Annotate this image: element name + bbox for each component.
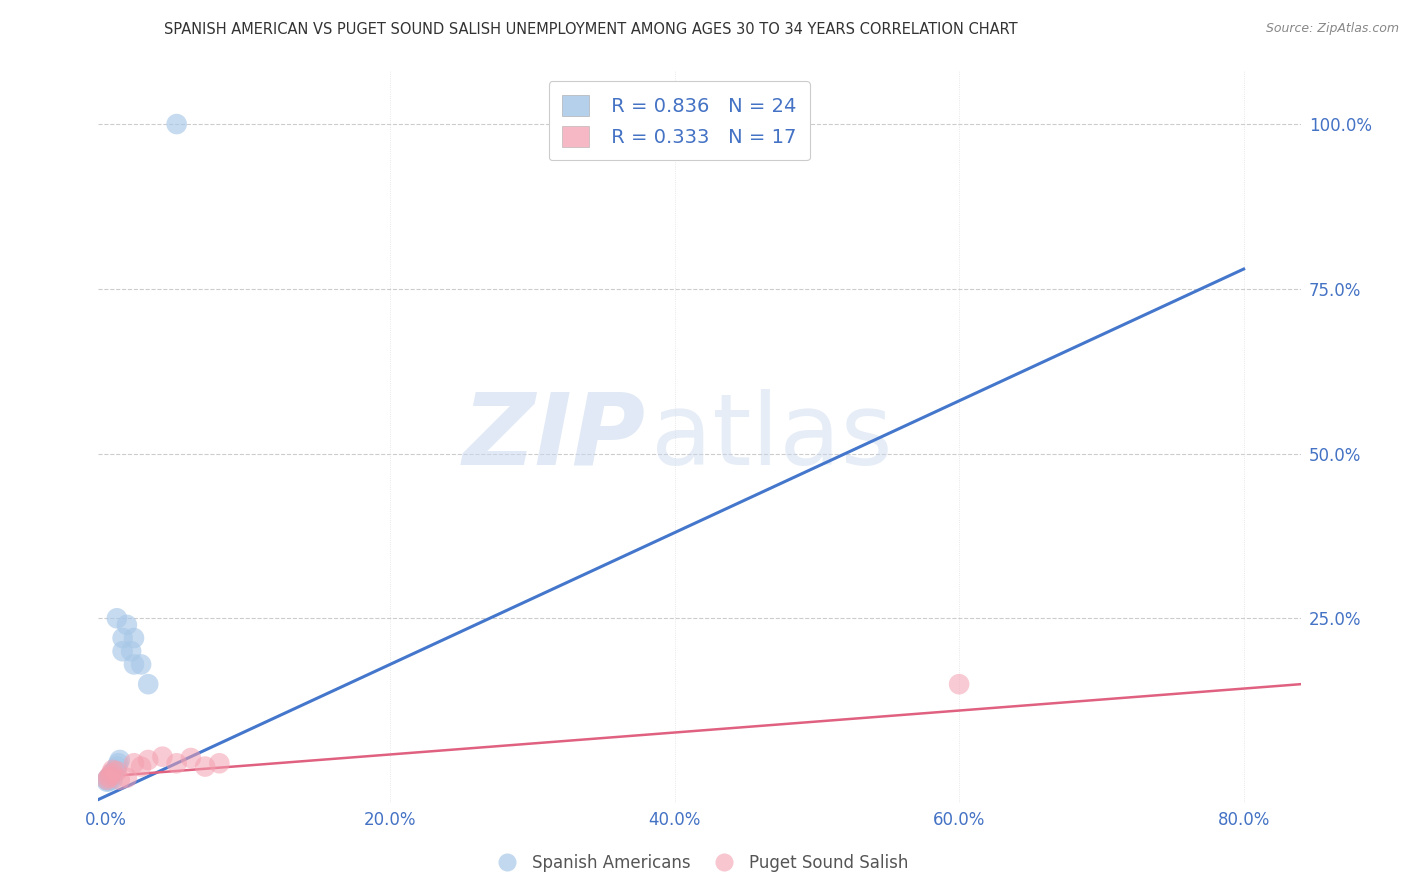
Text: Source: ZipAtlas.com: Source: ZipAtlas.com — [1265, 22, 1399, 36]
Point — [122, 657, 145, 672]
Point — [122, 756, 145, 771]
Point — [98, 769, 121, 783]
Point — [120, 644, 142, 658]
Point — [948, 677, 970, 691]
Point — [97, 771, 120, 785]
Point — [115, 618, 138, 632]
Point — [97, 774, 120, 789]
Point — [96, 774, 118, 789]
Point — [166, 756, 188, 771]
Legend: Spanish Americans, Puget Sound Salish: Spanish Americans, Puget Sound Salish — [484, 847, 915, 879]
Point — [98, 773, 121, 788]
Point — [136, 677, 159, 691]
Point — [108, 753, 131, 767]
Point — [152, 749, 174, 764]
Point — [101, 766, 124, 780]
Point — [180, 751, 202, 765]
Point — [97, 771, 120, 785]
Text: SPANISH AMERICAN VS PUGET SOUND SALISH UNEMPLOYMENT AMONG AGES 30 TO 34 YEARS CO: SPANISH AMERICAN VS PUGET SOUND SALISH U… — [163, 22, 1018, 37]
Point — [98, 769, 121, 783]
Point — [100, 768, 122, 782]
Point — [111, 644, 134, 658]
Point — [122, 631, 145, 645]
Point — [101, 772, 124, 787]
Point — [208, 756, 231, 771]
Point — [96, 772, 118, 787]
Point — [194, 759, 217, 773]
Point — [101, 763, 124, 777]
Point — [166, 117, 188, 131]
Text: ZIP: ZIP — [463, 389, 645, 485]
Text: atlas: atlas — [651, 389, 893, 485]
Point — [100, 766, 122, 780]
Point — [111, 631, 134, 645]
Point — [105, 764, 128, 779]
Point — [96, 772, 118, 787]
Point — [105, 759, 128, 773]
Point — [136, 753, 159, 767]
Point — [129, 657, 152, 672]
Point — [107, 756, 129, 771]
Point — [115, 771, 138, 785]
Point — [108, 772, 131, 787]
Point — [129, 759, 152, 773]
Point — [105, 611, 128, 625]
Point — [104, 763, 127, 777]
Point — [103, 764, 125, 779]
